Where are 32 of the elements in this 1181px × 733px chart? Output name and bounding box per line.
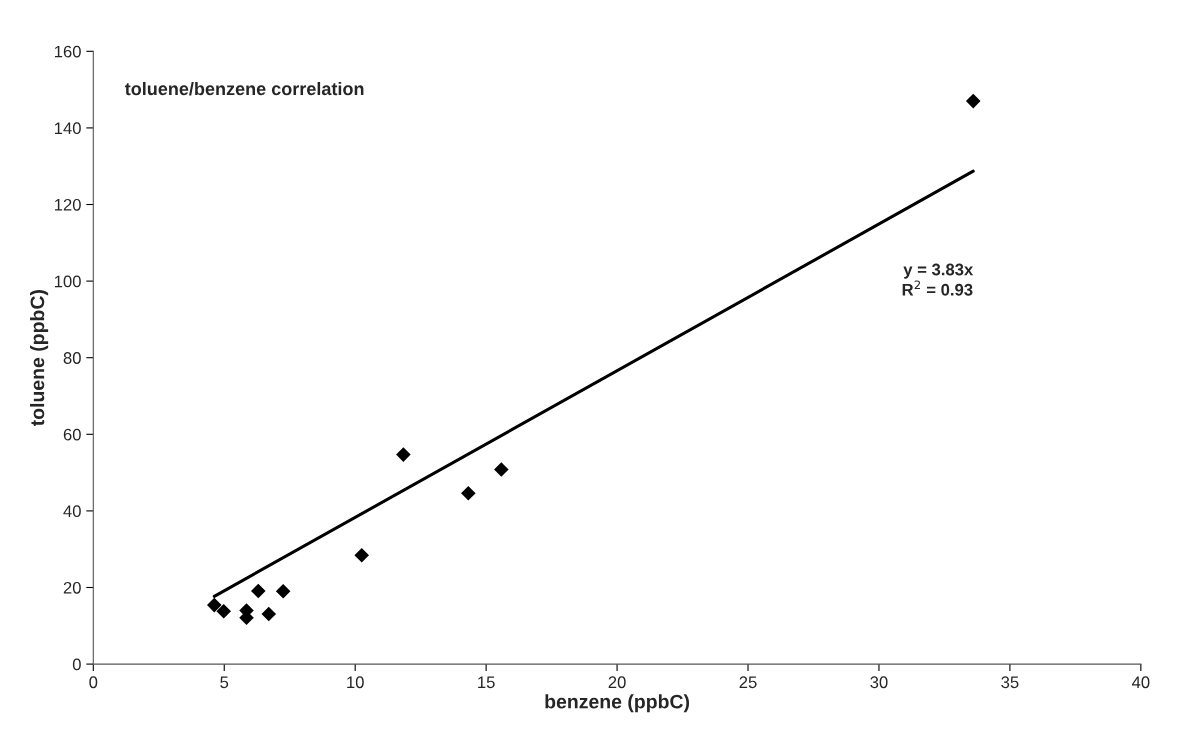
x-tick-label: 25: [739, 676, 757, 689]
x-tick-label: 30: [870, 676, 888, 689]
y-tick-label: 100: [54, 275, 81, 288]
y-tick-label: 0: [72, 658, 81, 671]
point: [354, 548, 370, 563]
y-tick-label: 140: [54, 122, 81, 135]
y-tick-label: 80: [63, 352, 81, 364]
point: [494, 462, 509, 477]
point: [216, 603, 231, 619]
annotation: y = 3.83x R$^{2}$ = 0.93: [902, 263, 974, 296]
y-axis-title: toluene (ppbC): [30, 290, 49, 427]
x-tick-label: 0: [89, 676, 98, 689]
x-axis-title: benzene (ppbC): [545, 694, 690, 713]
y-tick-label: 20: [63, 581, 81, 594]
point: [461, 486, 476, 501]
x-tick-label: 40: [1131, 676, 1150, 689]
text: toluene/benzene correlation: [124, 81, 364, 96]
y-tick-label: 120: [54, 198, 81, 211]
point: [965, 93, 981, 109]
x-tick-label: 35: [1001, 676, 1019, 689]
point: [261, 606, 277, 622]
x-tick-label: 10: [347, 676, 364, 689]
y-tick-label: 40: [63, 505, 81, 518]
y-tick-label: 160: [54, 45, 81, 58]
point: [251, 583, 266, 599]
x-tick-label: 15: [478, 676, 495, 689]
point: [207, 597, 222, 613]
point: [275, 584, 291, 599]
x-tick-label: 5: [220, 676, 229, 689]
y-tick-label: 60: [63, 428, 81, 441]
point: [396, 447, 411, 462]
x-tick-label: 20: [608, 676, 626, 689]
